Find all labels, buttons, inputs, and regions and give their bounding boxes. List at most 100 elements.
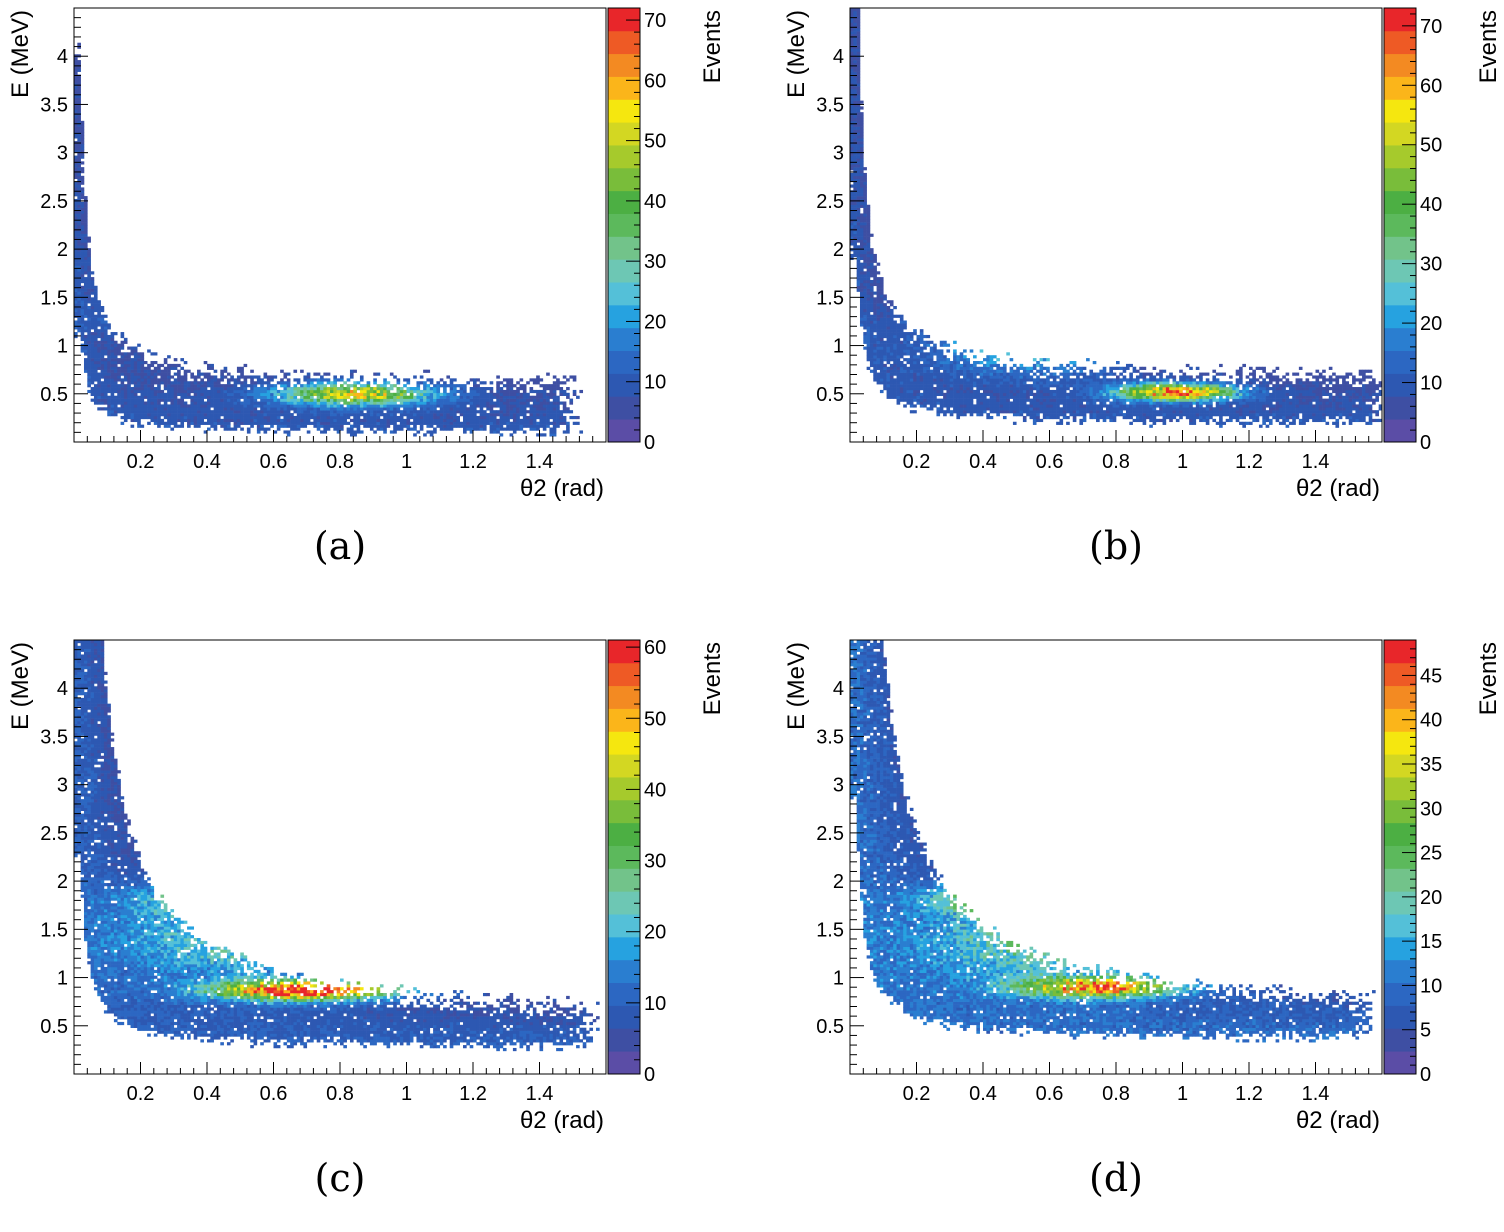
heatmap-cell	[873, 344, 877, 347]
heatmap-cell	[946, 367, 950, 370]
heatmap-cell	[416, 384, 420, 387]
heatmap-cell	[907, 335, 911, 338]
heatmap-cell	[503, 390, 507, 393]
heatmap-cell	[280, 370, 284, 373]
heatmap-cell	[1023, 416, 1027, 419]
heatmap-cell	[220, 393, 224, 396]
heatmap-cell	[400, 396, 404, 399]
heatmap-cell	[1053, 378, 1057, 381]
heatmap-cell	[220, 378, 224, 381]
heatmap-cell	[94, 320, 98, 323]
heatmap-cell	[403, 393, 407, 396]
heatmap-cell	[943, 341, 947, 344]
heatmap-cell	[920, 329, 924, 332]
heatmap-cell	[880, 349, 884, 352]
heatmap-cell	[220, 384, 224, 387]
heatmap-cell	[333, 390, 337, 393]
heatmap-cell	[327, 378, 331, 381]
heatmap-cell	[920, 404, 924, 407]
heatmap-cell	[134, 349, 138, 352]
heatmap-cell	[966, 399, 970, 402]
heatmap-cell	[283, 430, 287, 433]
heatmap-cell	[101, 315, 105, 318]
heatmap-cell	[463, 428, 467, 431]
heatmap-cell	[853, 22, 857, 25]
heatmap-cell	[476, 425, 480, 428]
heatmap-cell	[993, 355, 997, 358]
heatmap-cell	[1023, 390, 1027, 393]
heatmap-cell	[363, 413, 367, 416]
heatmap-cell	[980, 401, 984, 404]
heatmap-cell	[111, 381, 115, 384]
heatmap-cell	[350, 384, 354, 387]
heatmap-cell	[860, 268, 864, 271]
heatmap-cell	[426, 399, 430, 402]
heatmap-cell	[880, 344, 884, 347]
heatmap-cell	[297, 416, 301, 419]
heatmap-cell	[1050, 393, 1054, 396]
heatmap-cell	[930, 355, 934, 358]
heatmap-cell	[559, 416, 563, 419]
heatmap-cell	[360, 422, 364, 425]
heatmap-cell	[460, 390, 464, 393]
heatmap-cell	[940, 378, 944, 381]
heatmap-cell	[300, 387, 304, 390]
heatmap-cell	[857, 193, 861, 196]
heatmap-cell	[960, 393, 964, 396]
heatmap-cell	[107, 390, 111, 393]
heatmap-cell	[850, 202, 854, 205]
heatmap-cell	[310, 416, 314, 419]
heatmap-cell	[453, 413, 457, 416]
heatmap-cell	[853, 98, 857, 101]
heatmap-cell	[267, 407, 271, 410]
heatmap-cell	[400, 399, 404, 402]
heatmap-cell	[863, 260, 867, 263]
heatmap-cell	[546, 387, 550, 390]
heatmap-cell	[970, 407, 974, 410]
y-tick-label: 0.5	[40, 384, 68, 406]
heatmap-cell	[1033, 422, 1037, 425]
heatmap-cell	[970, 373, 974, 376]
heatmap-cell	[423, 381, 427, 384]
heatmap-cell	[74, 167, 78, 170]
heatmap-cell	[850, 40, 854, 43]
heatmap-cell	[897, 381, 901, 384]
heatmap-cell	[247, 413, 251, 416]
heatmap-cell	[867, 205, 871, 208]
heatmap-cell	[194, 404, 198, 407]
heatmap-cell	[1053, 407, 1057, 410]
heatmap-cell	[893, 370, 897, 373]
heatmap-cell	[1069, 401, 1073, 404]
heatmap-cell	[960, 390, 964, 393]
heatmap-cell	[81, 347, 85, 350]
heatmap-cell	[936, 373, 940, 376]
heatmap-cell	[533, 413, 537, 416]
heatmap-cell	[863, 173, 867, 176]
heatmap-cell	[260, 416, 264, 419]
heatmap-cell	[1073, 387, 1077, 390]
heatmap-cell	[1030, 393, 1034, 396]
heatmap-cell	[274, 401, 278, 404]
heatmap-cell	[863, 245, 867, 248]
heatmap-cell	[94, 323, 98, 326]
heatmap-cell	[853, 222, 857, 225]
heatmap-cell	[543, 416, 547, 419]
heatmap-cell	[857, 219, 861, 222]
heatmap-cell	[913, 344, 917, 347]
heatmap-cell	[983, 370, 987, 373]
color-bar-segment	[608, 328, 640, 351]
heatmap-cell	[1023, 399, 1027, 402]
heatmap-cell	[513, 393, 517, 396]
heatmap-cell	[877, 303, 881, 306]
heatmap-cell	[903, 396, 907, 399]
heatmap-cell	[1079, 387, 1083, 390]
heatmap-cell	[87, 352, 91, 355]
heatmap-cell	[993, 381, 997, 384]
heatmap-cell	[1013, 390, 1017, 393]
heatmap-cell	[94, 349, 98, 352]
heatmap-cell	[174, 396, 178, 399]
heatmap-cell	[97, 335, 101, 338]
heatmap-cell	[863, 292, 867, 295]
heatmap-cell	[436, 399, 440, 402]
heatmap-cell	[556, 404, 560, 407]
